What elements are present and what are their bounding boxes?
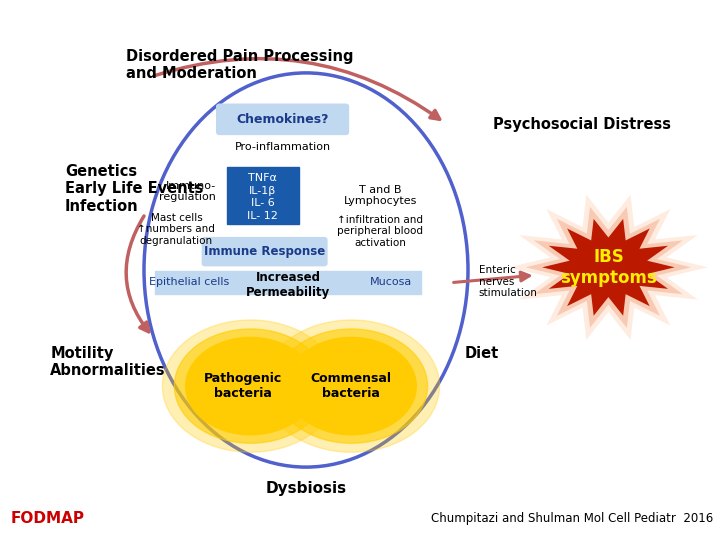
Text: Mucosa: Mucosa — [370, 278, 412, 287]
Circle shape — [186, 338, 315, 435]
Text: Chumpitazi and Shulman Mol Cell Pediatr  2016: Chumpitazi and Shulman Mol Cell Pediatr … — [431, 512, 713, 525]
Circle shape — [287, 338, 416, 435]
Polygon shape — [542, 219, 675, 316]
Text: Increased
Permeability: Increased Permeability — [246, 271, 330, 299]
Polygon shape — [526, 207, 691, 328]
Text: TNFα
IL-1β
IL- 6
IL- 12: TNFα IL-1β IL- 6 IL- 12 — [248, 173, 278, 221]
FancyBboxPatch shape — [202, 238, 327, 266]
Circle shape — [174, 329, 327, 443]
FancyBboxPatch shape — [155, 271, 421, 294]
Text: IBS
symptoms: IBS symptoms — [560, 248, 657, 287]
Text: T and B
Lymphocytes: T and B Lymphocytes — [343, 185, 417, 206]
FancyBboxPatch shape — [227, 167, 299, 224]
Text: Pro-inflammation: Pro-inflammation — [235, 142, 330, 152]
Text: Immune Response: Immune Response — [204, 245, 325, 258]
Circle shape — [275, 329, 428, 443]
Text: Commensal
bacteria: Commensal bacteria — [311, 372, 392, 400]
Text: Epithelial cells: Epithelial cells — [148, 278, 229, 287]
Text: FODMAP: FODMAP — [11, 511, 85, 526]
Text: Psychosocial Distress: Psychosocial Distress — [493, 117, 671, 132]
Polygon shape — [509, 194, 708, 340]
Text: ↑infiltration and
peripheral blood
activation: ↑infiltration and peripheral blood activ… — [337, 214, 423, 248]
Circle shape — [162, 320, 339, 453]
Text: Diet: Diet — [464, 346, 499, 361]
Text: Motility
Abnormalities: Motility Abnormalities — [50, 346, 166, 378]
Text: Chemokines?: Chemokines? — [236, 113, 329, 126]
Text: Genetics
Early Life Events
Infection: Genetics Early Life Events Infection — [65, 164, 203, 214]
Text: Pathogenic
bacteria: Pathogenic bacteria — [204, 372, 282, 400]
FancyBboxPatch shape — [217, 104, 348, 134]
Text: Immuno-
regulation: Immuno- regulation — [159, 181, 216, 202]
Circle shape — [264, 320, 439, 453]
Text: Dysbiosis: Dysbiosis — [266, 481, 346, 496]
Text: Enteric
nerves
stimulation: Enteric nerves stimulation — [479, 265, 538, 299]
Text: Mast cells
↑numbers and
degranulation: Mast cells ↑numbers and degranulation — [138, 213, 215, 246]
Text: Disordered Pain Processing
and Moderation: Disordered Pain Processing and Moderatio… — [126, 49, 354, 81]
